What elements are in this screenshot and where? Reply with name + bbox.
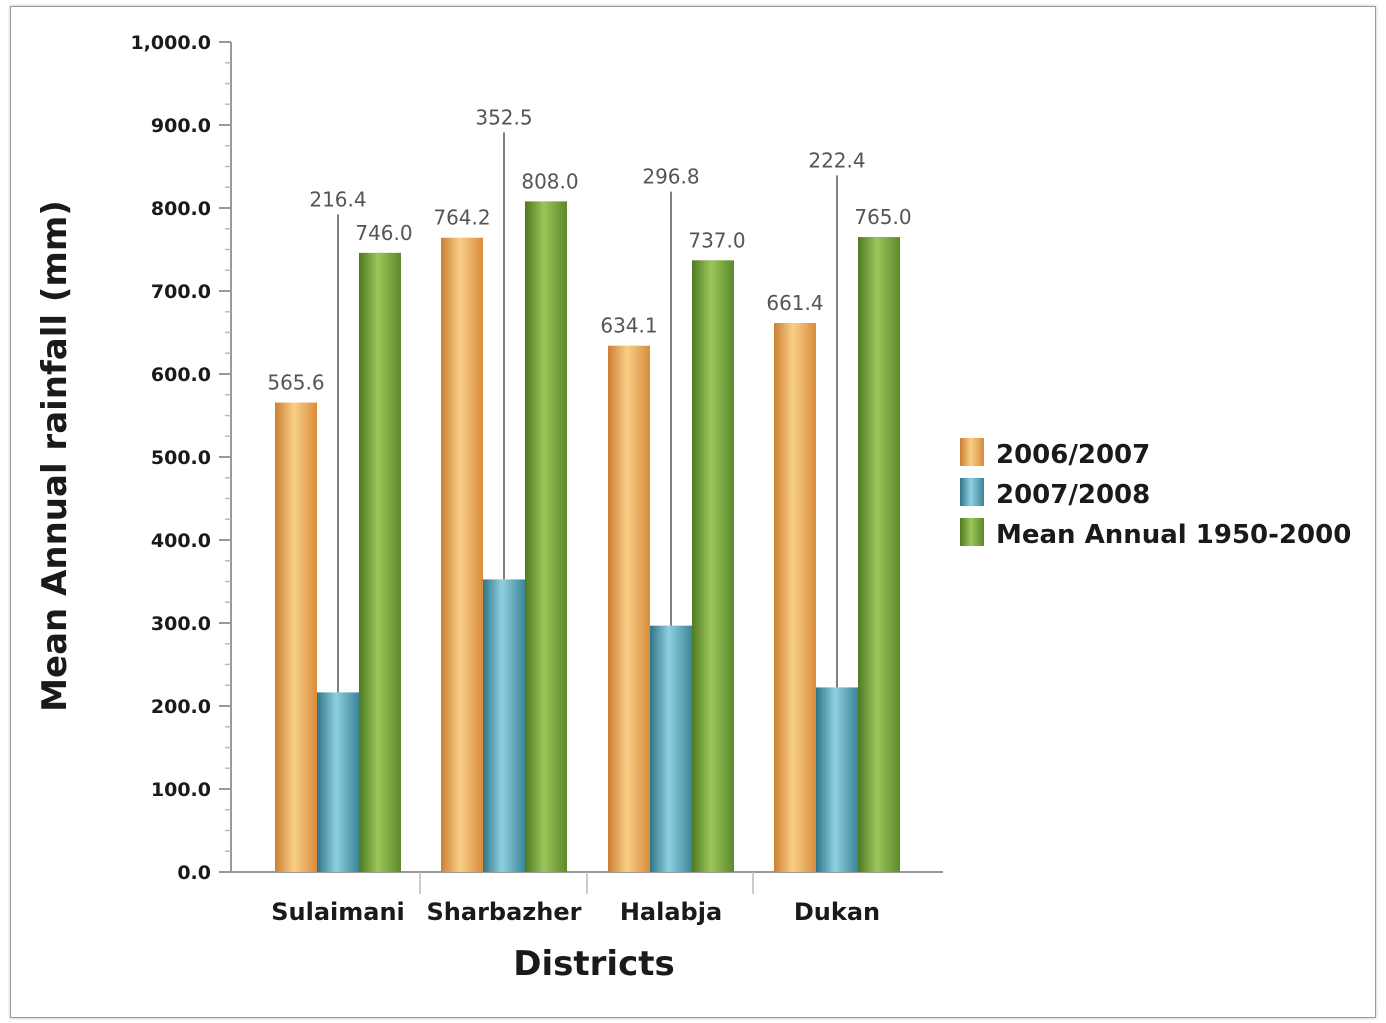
data-label: 746.0 [355,221,412,245]
y-tick-label: 1,000.0 [130,32,211,54]
bar-dukan-series-1 [774,323,816,873]
data-label: 808.0 [521,169,578,193]
data-label: 222.4 [808,148,865,172]
y-tick-label: 100.0 [151,779,211,801]
bar-dukan-series-3 [858,237,900,873]
y-tick-label: 800.0 [151,198,211,220]
x-axis-title: Districts [513,944,674,984]
data-label: 634.1 [600,314,657,338]
y-tick-label: 900.0 [151,115,211,137]
y-tick-label: 400.0 [151,530,211,552]
data-label: 565.6 [267,371,324,395]
bar-halabja-series-1 [608,345,650,872]
legend-label-1: 2006/2007 [996,440,1150,470]
data-label: 764.2 [433,206,490,230]
x-tick-label: Halabja [620,898,722,926]
legend-swatch-3 [960,518,984,546]
y-tick-label: 700.0 [151,281,211,303]
legend-label-2: 2007/2008 [996,480,1150,510]
y-tick-label: 200.0 [151,696,211,718]
data-label: 216.4 [309,187,366,211]
y-tick-label: 0.0 [177,862,211,884]
bar-sulaimani-series-2 [317,692,359,872]
y-tick-label: 300.0 [151,613,211,635]
y-tick-label: 500.0 [151,447,211,469]
bar-halabja-series-3 [692,260,734,872]
bar-halabja-series-2 [650,625,692,872]
data-label: 661.4 [766,291,823,315]
data-label: 765.0 [854,205,911,229]
x-tick-label: Sulaimani [271,898,405,926]
x-tick-label: Sharbazher [427,898,582,926]
bar-sharbazher-series-3 [525,201,567,873]
bar-dukan-series-2 [816,687,858,872]
y-axis-title: Mean Annual rainfall (mm) [35,200,75,712]
legend-swatch-1 [960,438,984,466]
bar-sharbazher-series-1 [441,237,483,873]
data-label: 737.0 [688,228,745,252]
bar-sulaimani-series-3 [359,252,401,872]
data-label: 296.8 [642,165,699,189]
bar-sharbazher-series-2 [483,579,525,872]
bar-sulaimani-series-1 [275,402,317,872]
legend-swatch-2 [960,478,984,506]
y-tick-label: 600.0 [151,364,211,386]
legend-label-3: Mean Annual 1950-2000 [996,520,1351,550]
x-tick-label: Dukan [794,898,880,926]
data-label: 352.5 [475,105,532,129]
